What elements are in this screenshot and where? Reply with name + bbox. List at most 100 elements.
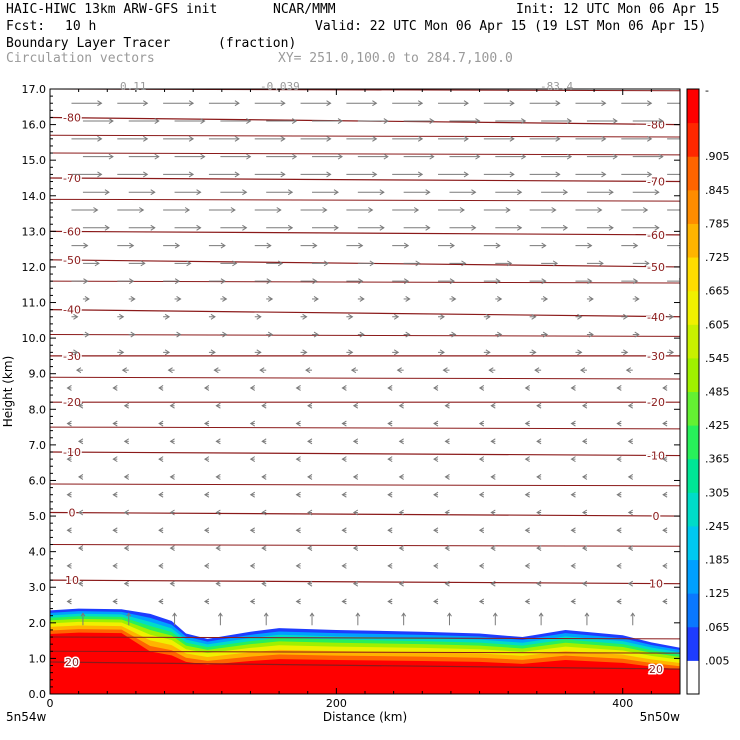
isotherm-label: -10 [63, 446, 81, 459]
wind-vector-head [475, 118, 481, 124]
wind-vector-head [509, 135, 515, 142]
wind-vector-head [341, 598, 347, 605]
wind-vector-head [302, 313, 308, 320]
wind-vector-head [490, 438, 496, 445]
wind-vector-head [662, 527, 668, 534]
wind-vector-head [215, 545, 221, 552]
wind-vector-head [66, 420, 72, 427]
wind-vector-head [352, 438, 359, 445]
wind-vector-head [203, 385, 210, 391]
wind-vector-head [307, 545, 313, 552]
wind-vector-head [215, 438, 221, 445]
wind-vector-head [261, 402, 267, 409]
y-tick-label: 13.0 [22, 225, 47, 238]
wind-vector-head [242, 224, 248, 231]
wind-vector-head [186, 260, 192, 267]
wind-vector-head [542, 296, 549, 302]
wind-vector-head [77, 402, 84, 409]
wind-vector-head [169, 509, 175, 516]
wind-vector-head [398, 545, 404, 552]
wind-vector-head [337, 118, 343, 124]
wind-vector-head [112, 527, 118, 534]
wind-vector-head [341, 527, 347, 534]
contour-line [50, 134, 680, 138]
wind-vector-head [150, 224, 156, 231]
wind-vector-head [291, 153, 298, 160]
wind-vector-head [623, 349, 629, 356]
wind-vector-head [524, 420, 530, 427]
wind-vector-head [119, 313, 125, 320]
colorbar-label: .305 [705, 486, 730, 499]
wind-vector-head [176, 331, 182, 338]
wind-vector-head [203, 527, 210, 534]
wind-vector-head [647, 100, 653, 107]
wind-vector-head [587, 278, 593, 285]
wind-vector-head [451, 331, 457, 338]
wind-vector-head [536, 438, 542, 445]
wind-vector-head [616, 456, 622, 463]
wind-vector-head [509, 171, 515, 178]
wind-vector-head [633, 242, 639, 249]
wind-vector-head [295, 598, 301, 605]
wind-vector-head [478, 562, 485, 569]
wind-vector-head [490, 473, 496, 480]
isotherm-label: -50 [647, 261, 665, 274]
wind-vector-head [368, 207, 374, 213]
wind-vector-head [108, 153, 114, 160]
wind-vector-head [263, 612, 269, 617]
wind-vector-head [405, 331, 411, 338]
wind-vector-head [383, 153, 389, 160]
wind-vector-head [129, 278, 135, 285]
wind-vector-head [627, 545, 634, 552]
wind-vector-head [126, 612, 132, 617]
wind-vector-head [517, 189, 523, 196]
wind-vector-head [551, 207, 557, 213]
wind-vector-head [490, 402, 496, 409]
wind-vector-head [341, 456, 347, 463]
wind-vector-head [158, 385, 164, 391]
x-tick-label: 400 [612, 697, 633, 710]
wind-vector-head [66, 527, 72, 534]
wind-vector-head [295, 562, 301, 569]
wind-vector-head [215, 473, 221, 480]
wind-vector-head [658, 153, 664, 160]
wind-vector-head [158, 562, 164, 569]
wind-vector-head [654, 224, 660, 231]
wind-vector-head [627, 509, 634, 516]
wind-vector-head [570, 385, 576, 391]
wind-vector-head [562, 189, 569, 196]
colorbar-label: .665 [705, 285, 730, 298]
wind-vector-head [570, 527, 576, 534]
wind-vector-head [222, 296, 228, 302]
wind-vector-head [379, 189, 385, 196]
wind-vector-head [307, 509, 313, 516]
contour-line [50, 152, 680, 156]
vector-ref-label: -0.039 [260, 80, 300, 93]
colorbar-label: .485 [705, 386, 730, 399]
wind-vector-head [232, 260, 238, 267]
contour-line [50, 544, 680, 547]
colorbar-label: .905 [705, 150, 730, 163]
wind-vector-head [433, 562, 439, 569]
wind-vector-head [77, 580, 84, 587]
wind-vector-head [280, 171, 286, 178]
model-title: HAIC-HIWC 13km ARW-GFS init [6, 2, 218, 17]
contour-line [50, 376, 680, 380]
wind-vector-head [295, 420, 301, 427]
wind-vector-head [203, 420, 210, 427]
colorbar-label: .005 [705, 654, 730, 667]
wind-vector-head [121, 367, 128, 374]
wind-vector-head [307, 438, 313, 445]
colorbar-label: .785 [705, 217, 730, 230]
wind-vector-head [352, 545, 359, 552]
wind-vector-head [350, 367, 357, 374]
wind-vector-head [359, 331, 365, 338]
wind-vector-head [372, 135, 378, 142]
wind-vector-head [488, 367, 494, 374]
wind-vector-head [210, 313, 216, 320]
wind-vector-head [154, 118, 160, 124]
wind-vector-head [150, 189, 156, 196]
wind-vector-head [73, 349, 79, 356]
wind-vector-head [581, 509, 588, 516]
wind-vector-head [552, 260, 559, 267]
